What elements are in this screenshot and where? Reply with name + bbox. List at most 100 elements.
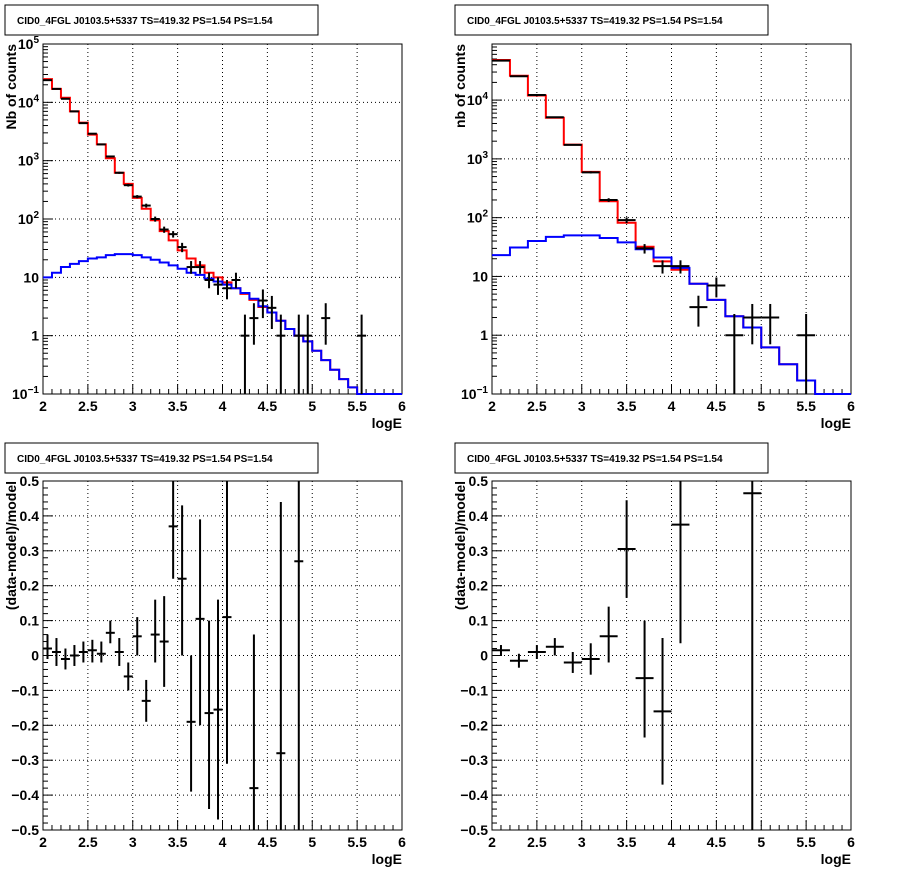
- chart-title: CID0_4FGL J0103.5+5337 TS=419.32 PS=1.54…: [17, 454, 273, 465]
- data-point: [258, 289, 268, 319]
- x-tick-label: 4.5: [707, 834, 727, 850]
- data-point: [43, 634, 52, 659]
- chart-title: CID0_4FGL J0103.5+5337 TS=419.32 PS=1.54…: [467, 16, 723, 27]
- y-tick-label: 1: [31, 328, 39, 344]
- grid: [492, 481, 851, 830]
- x-tick-label: 3.5: [168, 834, 188, 850]
- y-tick-label: 0.1: [20, 613, 40, 629]
- y-tick-label: 102: [467, 209, 489, 226]
- data-point: [743, 303, 762, 345]
- data-point: [545, 638, 564, 656]
- y-tick-label: 0.1: [469, 613, 489, 629]
- data-point: [114, 638, 124, 666]
- data-point: [141, 679, 151, 722]
- x-tick-label: 3.5: [617, 398, 637, 414]
- data-point: [96, 641, 106, 663]
- y-tick-label: 105: [18, 35, 40, 52]
- chart-panel-2: CID0_4FGL J0103.5+5337 TS=419.32 PS=1.54…: [452, 4, 855, 431]
- y-tick-label: −0.3: [460, 752, 488, 768]
- y-tick-label: 0.3: [20, 543, 40, 559]
- data-point: [105, 155, 115, 158]
- data-point: [707, 277, 726, 298]
- data-point: [509, 75, 528, 78]
- data-point: [186, 655, 196, 792]
- data-point: [563, 143, 582, 146]
- y-tick-label: 10: [23, 269, 39, 285]
- data-point: [527, 94, 546, 97]
- title-box: [4, 4, 319, 36]
- data-point: [617, 217, 636, 224]
- data-point: [141, 203, 151, 208]
- data-point: [78, 122, 88, 125]
- x-tick-label: 2: [488, 398, 496, 414]
- y-axis: 0.5 0.4 0.3 0.2 0.1 0 −0.1 −0.2 −0.3 −0.4 −0.5 (dat…: [452, 473, 502, 838]
- x-tick-label: 2.5: [527, 834, 547, 850]
- x-tick-label: 6: [847, 834, 855, 850]
- x-tick-label: 5.5: [347, 398, 367, 414]
- data-points: [43, 481, 304, 830]
- series-line-1: [492, 59, 851, 395]
- chart-panel-4: CID0_4FGL J0103.5+5337 TS=419.32 PS=1.54…: [452, 442, 855, 867]
- x-tick-label: 4: [219, 398, 227, 414]
- x-axis-label: logE: [372, 851, 402, 867]
- grid: [43, 44, 402, 394]
- data-point: [321, 303, 331, 345]
- data-point: [195, 519, 205, 726]
- data-point: [204, 620, 214, 810]
- data-point: [69, 110, 79, 113]
- data-point: [186, 261, 196, 274]
- y-tick-label: 0: [31, 648, 39, 664]
- chart-title: CID0_4FGL J0103.5+5337 TS=419.32 PS=1.54…: [17, 16, 273, 27]
- x-tick-label: 3.5: [617, 834, 637, 850]
- data-point: [527, 645, 546, 659]
- data-point: [51, 87, 61, 90]
- data-point: [249, 303, 259, 345]
- x-axis-label: logE: [372, 415, 402, 431]
- y-tick-label: 0.5: [469, 473, 489, 489]
- data-point: [761, 303, 780, 345]
- x-tick-label: 2.5: [78, 398, 98, 414]
- data-point: [635, 620, 654, 738]
- y-tick-label: 0.2: [469, 578, 489, 594]
- data-point: [276, 314, 286, 394]
- data-point: [105, 620, 115, 644]
- x-tick-label: 5.5: [796, 398, 816, 414]
- data-point: [159, 596, 169, 687]
- title-box: [454, 4, 769, 36]
- y-tick-label: 103: [18, 152, 40, 169]
- chart-panel-3: CID0_4FGL J0103.5+5337 TS=419.32 PS=1.54…: [3, 442, 406, 867]
- y-tick-label: 0.5: [20, 473, 40, 489]
- x-tick-label: 3: [129, 398, 137, 414]
- series-line-2: [43, 253, 402, 395]
- data-point: [797, 313, 816, 394]
- y-tick-label: 103: [467, 150, 489, 167]
- y-axis-label: (data-model)/model: [3, 481, 19, 610]
- x-tick-label: 2: [39, 398, 47, 414]
- data-point: [60, 648, 70, 670]
- data-point: [150, 599, 160, 663]
- x-tick-label: 5.5: [796, 834, 816, 850]
- data-point: [222, 280, 232, 300]
- y-tick-label: −0.5: [460, 822, 488, 838]
- data-points: [492, 481, 762, 830]
- data-point: [267, 295, 277, 330]
- data-point: [617, 500, 636, 598]
- data-point: [78, 641, 88, 663]
- data-point: [69, 645, 79, 666]
- y-tick-label: 102: [18, 210, 40, 227]
- data-point: [671, 260, 690, 274]
- data-point: [545, 116, 564, 119]
- data-point: [213, 277, 223, 295]
- y-tick-label: −0.1: [460, 682, 488, 698]
- y-tick-label: −0.4: [11, 787, 39, 803]
- data-points: [43, 79, 367, 394]
- y-tick-label: 0.4: [20, 508, 40, 524]
- data-point: [492, 645, 510, 656]
- x-tick-label: 5: [308, 398, 316, 414]
- x-tick-label: 3.5: [168, 398, 188, 414]
- chart-title: CID0_4FGL J0103.5+5337 TS=419.32 PS=1.54…: [467, 454, 723, 465]
- x-tick-label: 4.5: [707, 398, 727, 414]
- x-tick-label: 2.5: [527, 398, 547, 414]
- x-tick-label: 4.5: [258, 834, 278, 850]
